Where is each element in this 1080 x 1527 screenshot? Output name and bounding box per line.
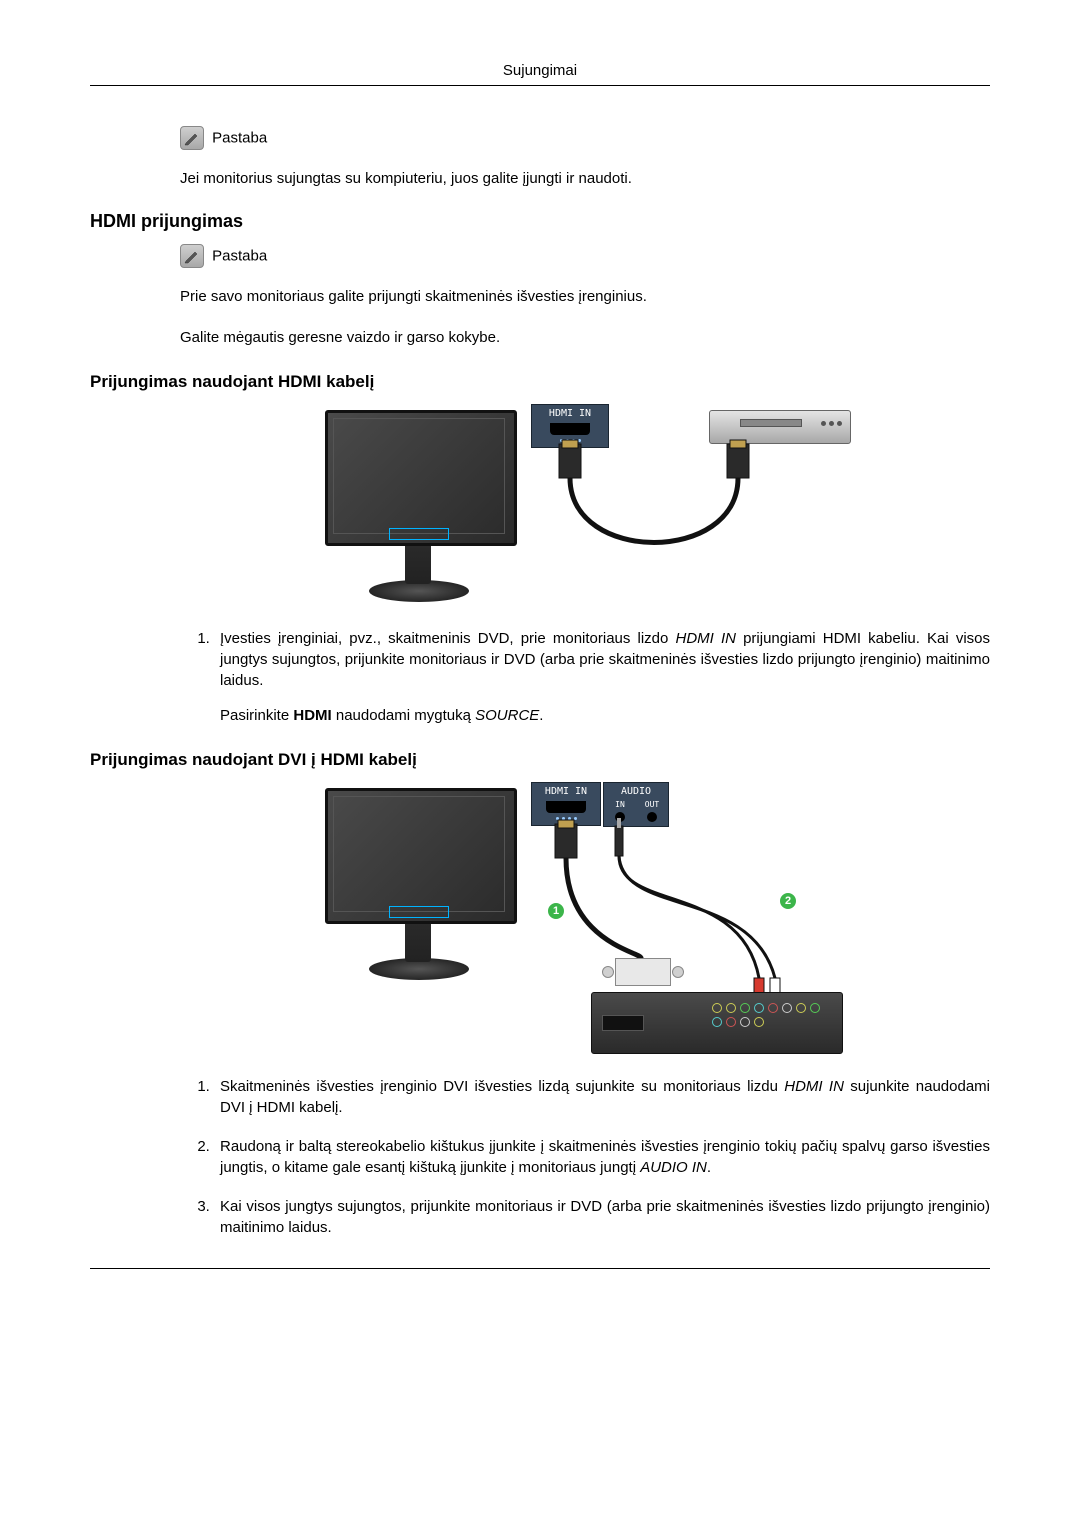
- step1-p2-source: SOURCE: [475, 707, 539, 724]
- cable-diagram-dvi: HDMI IN AUDIO IN OUT: [531, 782, 851, 1052]
- hdmi-para1: Prie savo monitoriaus galite prijungti s…: [180, 286, 990, 307]
- figure-hdmi-cable: HDMI IN: [180, 404, 990, 604]
- step1-p2-c: .: [539, 707, 543, 724]
- note-text: Jei monitorius sujungtas su kompiuteriu,…: [180, 168, 990, 189]
- note-block-hdmi: Pastaba: [180, 244, 990, 268]
- page-header-title: Sujungimai: [503, 62, 577, 79]
- dvi-connector-illustration: [615, 958, 671, 986]
- dvi-step1-a: Skaitmeninės išvesties įrenginio DVI išv…: [220, 1078, 784, 1095]
- header-rule: Sujungimai: [90, 60, 990, 86]
- note-icon: [180, 244, 204, 268]
- dvi-step1-italic: HDMI IN: [784, 1078, 844, 1095]
- hdmi-cable-illustration: [531, 404, 851, 594]
- diagram-marker-1: 1: [547, 902, 565, 920]
- section-hdmi-title: HDMI prijungimas: [90, 209, 990, 234]
- step-item: Įvesties įrenginiai, pvz., skaitmeninis …: [214, 628, 990, 726]
- subsection-hdmi-cable-title: Prijungimas naudojant HDMI kabelį: [90, 370, 990, 394]
- dvi-hdmi-steps: Skaitmeninės išvesties įrenginio DVI išv…: [180, 1076, 990, 1238]
- step1-hdmi-in: HDMI IN: [676, 630, 736, 647]
- step-item: Raudoną ir baltą stereokabelio kištukus …: [214, 1136, 990, 1178]
- step1-p2-b: naudodami mygtuką: [332, 707, 475, 724]
- note-icon: [180, 126, 204, 150]
- step1-text-a: Įvesties įrenginiai, pvz., skaitmeninis …: [220, 630, 676, 647]
- step1-p2-a: Pasirinkite: [220, 707, 293, 724]
- dvi-step2-b: .: [707, 1159, 711, 1176]
- note-label: Pastaba: [212, 248, 267, 265]
- figure-dvi-hdmi: HDMI IN AUDIO IN OUT: [180, 782, 990, 1052]
- monitor-port-highlight: [389, 906, 449, 918]
- hdmi-cable-steps: Įvesties įrenginiai, pvz., skaitmeninis …: [180, 628, 990, 726]
- note-block: Pastaba: [180, 126, 990, 150]
- dvi-step3: Kai visos jungtys sujungtos, prijunkite …: [220, 1198, 990, 1236]
- step-item: Kai visos jungtys sujungtos, prijunkite …: [214, 1196, 990, 1238]
- step1-p2-hdmi: HDMI: [293, 707, 331, 724]
- cable-diagram: HDMI IN: [531, 404, 851, 594]
- monitor-illustration: [319, 782, 519, 982]
- content-area: Pastaba Jei monitorius sujungtas su komp…: [90, 126, 990, 1238]
- diagram-marker-2: 2: [779, 892, 797, 910]
- note-label: Pastaba: [212, 130, 267, 147]
- footer-rule: [90, 1268, 990, 1269]
- monitor-illustration: [319, 404, 519, 604]
- hdmi-para2: Galite mėgautis geresne vaizdo ir garso …: [180, 327, 990, 348]
- dvi-step2-italic: AUDIO IN: [640, 1159, 707, 1176]
- page: Sujungimai Pastaba Jei monitorius sujung…: [0, 0, 1080, 1329]
- subsection-dvi-hdmi-title: Prijungimas naudojant DVI į HDMI kabelį: [90, 748, 990, 772]
- monitor-port-highlight: [389, 528, 449, 540]
- step-item: Skaitmeninės išvesties įrenginio DVI išv…: [214, 1076, 990, 1118]
- dvd-back-illustration: [591, 992, 843, 1054]
- dvi-step2-a: Raudoną ir baltą stereokabelio kištukus …: [220, 1138, 990, 1176]
- step1-para2: Pasirinkite HDMI naudodami mygtuką SOURC…: [220, 705, 990, 726]
